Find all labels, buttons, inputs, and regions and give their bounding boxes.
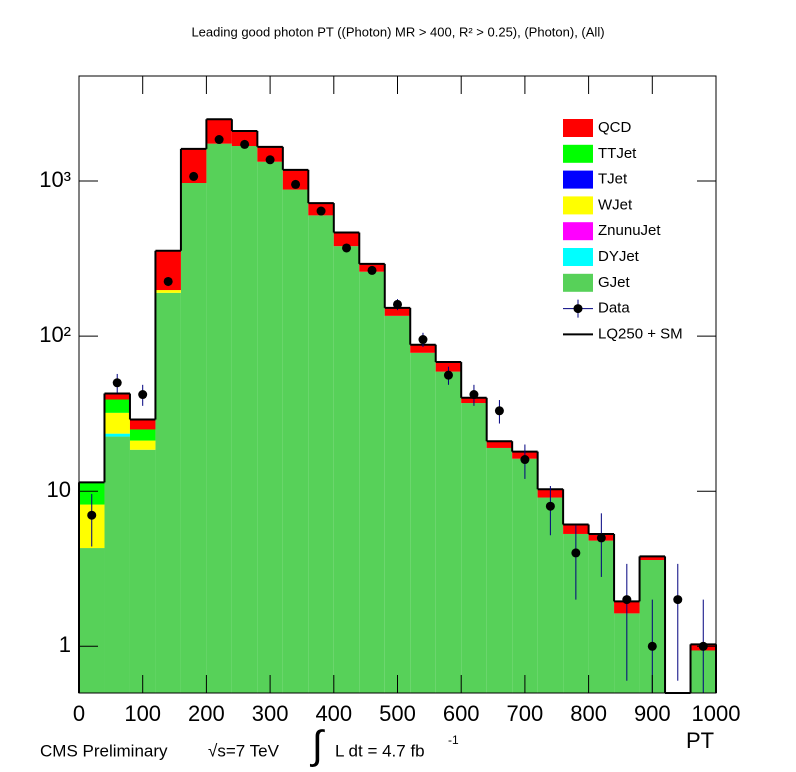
legend-label: DYJet bbox=[598, 248, 640, 265]
x-axis-label: PT bbox=[686, 728, 714, 753]
bar-segment bbox=[104, 433, 130, 437]
bar-segment bbox=[512, 458, 538, 693]
data-point bbox=[163, 276, 173, 286]
bar-segment bbox=[155, 292, 181, 693]
data-point bbox=[443, 370, 453, 380]
bar-segment bbox=[410, 352, 436, 693]
data-point bbox=[367, 265, 377, 275]
data-point bbox=[647, 641, 657, 651]
bar-segment bbox=[79, 482, 105, 505]
legend-label: LQ250 + SM bbox=[598, 325, 683, 342]
x-tick-label: 700 bbox=[507, 701, 544, 726]
data-point bbox=[622, 595, 632, 605]
bar-segment bbox=[180, 183, 207, 694]
data-point bbox=[189, 171, 199, 181]
legend-swatch bbox=[563, 170, 593, 189]
bar-segment bbox=[129, 419, 156, 430]
data-point bbox=[545, 501, 555, 511]
bar-segment bbox=[639, 556, 666, 561]
legend-swatch bbox=[563, 273, 593, 292]
data-point bbox=[596, 533, 606, 543]
x-tick-label: 100 bbox=[124, 701, 161, 726]
bar-segment bbox=[231, 146, 258, 693]
x-tick-label: 300 bbox=[252, 701, 289, 726]
data-point bbox=[265, 155, 275, 165]
data-point bbox=[214, 135, 224, 145]
bar-segment bbox=[129, 429, 156, 441]
data-point bbox=[291, 179, 301, 189]
legend-swatch bbox=[563, 248, 593, 266]
bar-segment bbox=[129, 440, 156, 450]
bar-segment bbox=[104, 436, 130, 693]
legend-label: GJet bbox=[598, 274, 631, 291]
x-tick-label: 500 bbox=[379, 701, 416, 726]
legend-label: Data bbox=[598, 300, 630, 317]
y-tick-label: 1 bbox=[59, 632, 71, 657]
y-tick-label: 10² bbox=[39, 322, 71, 347]
bar-segment bbox=[104, 399, 130, 413]
legend-label: ZnunuJet bbox=[598, 222, 661, 239]
bar-segment bbox=[461, 403, 487, 693]
bar-segment bbox=[486, 441, 513, 448]
x-tick-label: 0 bbox=[73, 701, 85, 726]
bar-segment bbox=[257, 161, 283, 694]
data-point bbox=[469, 390, 479, 400]
bar-segment bbox=[359, 271, 385, 693]
chart-title: Leading good photon PT ((Photon) MR > 40… bbox=[191, 24, 604, 39]
bar-segment bbox=[333, 232, 360, 247]
bar-segment bbox=[333, 246, 360, 693]
data-point bbox=[571, 548, 581, 558]
bar-segment bbox=[104, 393, 130, 400]
x-tick-label: 600 bbox=[443, 701, 480, 726]
bar-segment bbox=[155, 290, 181, 293]
annotation: CMS Preliminary bbox=[40, 741, 168, 760]
data-point bbox=[673, 595, 683, 605]
legend-swatch bbox=[563, 222, 593, 241]
annotation: ∫ bbox=[310, 724, 326, 768]
legend-label: TTJet bbox=[598, 145, 637, 162]
data-point bbox=[520, 455, 530, 465]
bar-segment bbox=[79, 548, 105, 693]
data-point bbox=[418, 335, 428, 345]
bar-segment bbox=[231, 130, 258, 147]
bar-segment bbox=[257, 146, 283, 162]
legend-label: WJet bbox=[598, 196, 633, 213]
x-tick-label: 200 bbox=[188, 701, 225, 726]
legend-swatch bbox=[563, 119, 593, 137]
x-tick-label: 800 bbox=[570, 701, 607, 726]
data-point bbox=[494, 406, 504, 416]
legend-swatch bbox=[573, 304, 583, 314]
legend-swatch bbox=[563, 196, 593, 215]
legend-label: QCD bbox=[598, 119, 632, 136]
bar-segment bbox=[282, 189, 309, 693]
bar-segment bbox=[104, 412, 130, 434]
bar-segment bbox=[486, 447, 513, 693]
bar-segment bbox=[435, 371, 462, 693]
bar-segment bbox=[129, 449, 156, 693]
data-point bbox=[240, 139, 250, 149]
y-tick-label: 10 bbox=[47, 477, 71, 502]
data-point bbox=[316, 206, 326, 216]
y-tick-label: 10³ bbox=[39, 167, 71, 192]
x-tick-label: 400 bbox=[315, 701, 352, 726]
data-point bbox=[138, 390, 148, 400]
bar-segment bbox=[410, 344, 436, 353]
bar-segment bbox=[384, 315, 411, 693]
bar-segment bbox=[384, 307, 411, 316]
data-point bbox=[342, 243, 352, 253]
data-point bbox=[112, 378, 122, 388]
data-point bbox=[393, 299, 402, 309]
data-point bbox=[87, 510, 97, 520]
annotation: L dt = 4.7 fb bbox=[335, 741, 425, 760]
legend-label: TJet bbox=[598, 171, 628, 188]
x-tick-label: 1000 bbox=[692, 701, 741, 726]
bar-segment bbox=[282, 169, 309, 190]
bar-segment bbox=[206, 143, 232, 693]
annotation: √s=7 TeV bbox=[208, 741, 280, 760]
annotation: -1 bbox=[448, 733, 459, 747]
bar-segment bbox=[308, 215, 334, 694]
x-tick-label: 900 bbox=[634, 701, 671, 726]
legend-swatch bbox=[563, 144, 593, 163]
